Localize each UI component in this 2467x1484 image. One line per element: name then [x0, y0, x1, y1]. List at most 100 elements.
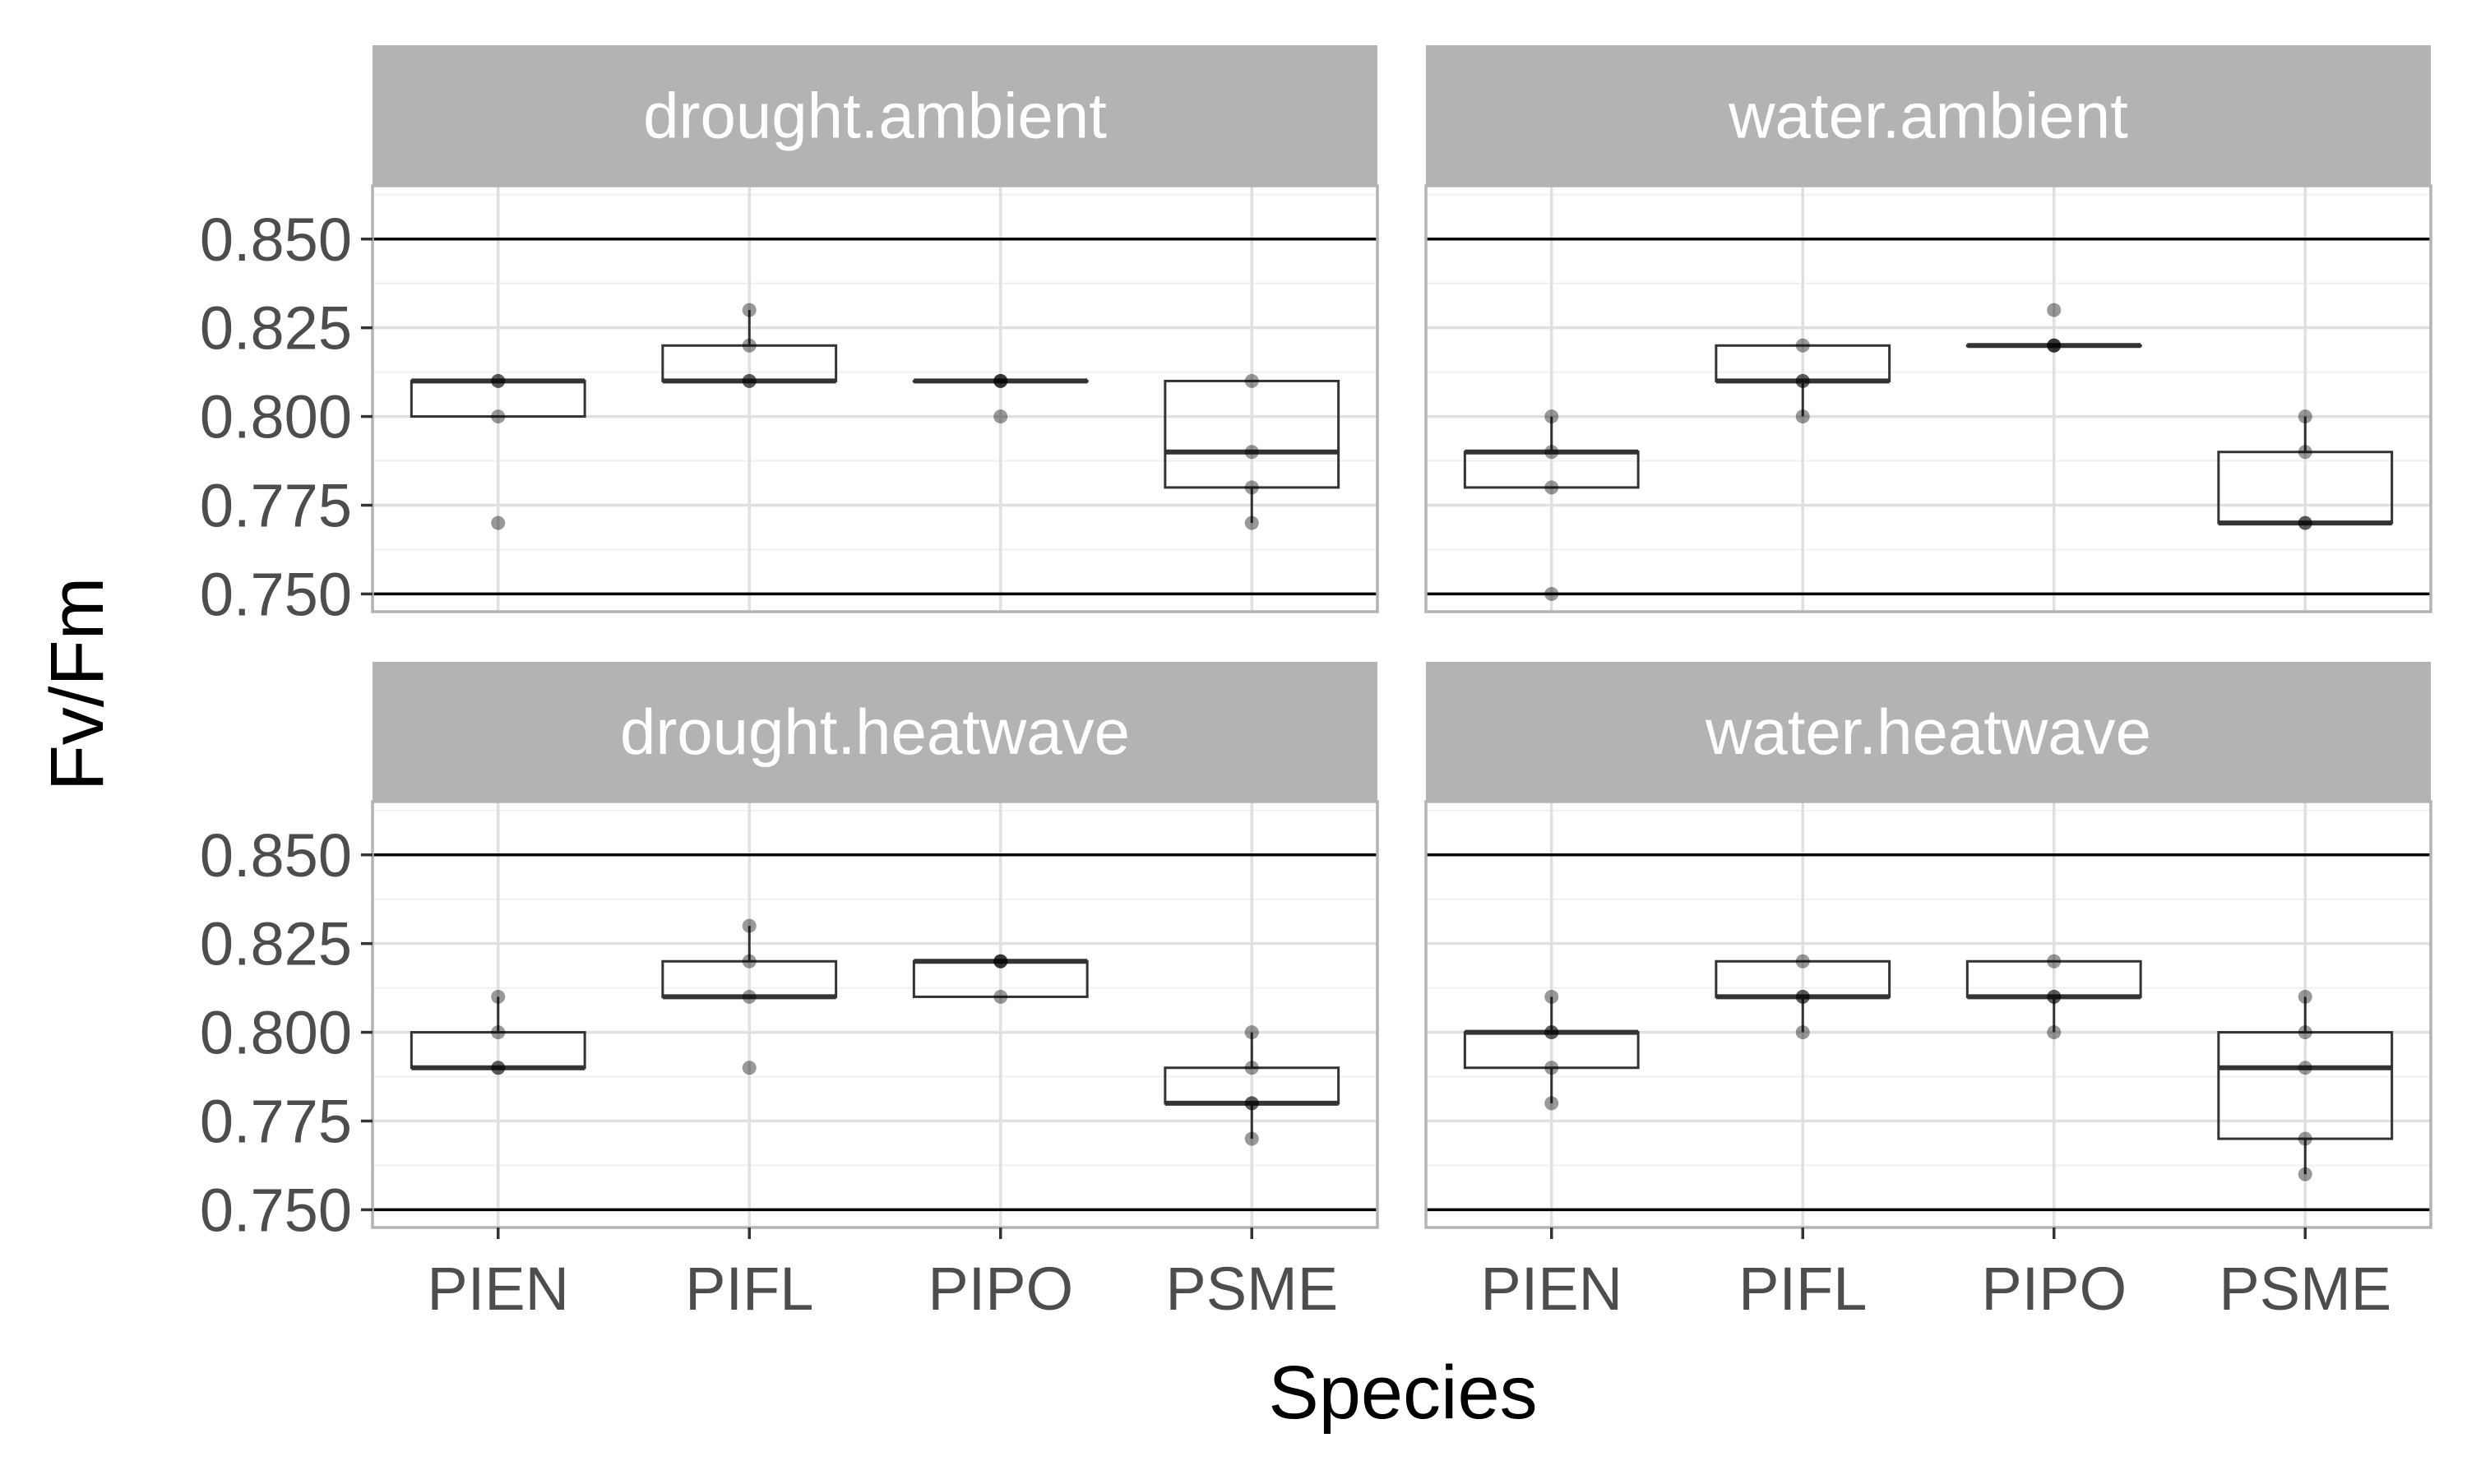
data-point: [1795, 373, 1810, 388]
y-tick-label: 0.775: [200, 1088, 352, 1156]
panel-border: [1424, 184, 2432, 613]
data-point: [491, 989, 506, 1004]
data-point: [742, 373, 757, 388]
box-iqr: [2217, 451, 2394, 525]
facet-strip: [1426, 45, 2431, 186]
y-tick-label: 0.825: [200, 910, 352, 978]
data-point: [2047, 989, 2062, 1004]
data-point: [2047, 303, 2062, 317]
data-point: [491, 409, 506, 424]
box-psme: [1164, 373, 1340, 530]
data-point: [1544, 1061, 1559, 1075]
box-pipo: [1965, 303, 2142, 353]
panel-background: [373, 186, 1377, 612]
facet-panel: water.ambient: [1424, 45, 2432, 613]
data-point: [1795, 989, 1810, 1004]
data-point: [742, 1061, 757, 1075]
data-point: [1244, 373, 1259, 388]
data-point: [1544, 1096, 1559, 1111]
data-point: [491, 515, 506, 530]
data-point: [1795, 409, 1810, 424]
data-point: [2298, 1167, 2312, 1181]
data-point: [742, 338, 757, 353]
data-point: [1244, 445, 1259, 460]
data-point: [1795, 989, 1810, 1004]
data-point: [1244, 1096, 1259, 1111]
data-point: [993, 954, 1008, 969]
data-point: [993, 373, 1008, 388]
x-tick-label: PIFL: [1738, 1255, 1867, 1323]
y-tick-label: 0.800: [200, 999, 352, 1067]
data-point: [1244, 515, 1259, 530]
x-tick-label: PIPO: [928, 1255, 1073, 1323]
data-point: [491, 1061, 506, 1075]
data-point: [2298, 409, 2312, 424]
facet-strip-label: drought.heatwave: [620, 696, 1130, 768]
box-iqr: [1164, 379, 1340, 489]
box-pifl: [661, 918, 838, 1075]
y-tick-label: 0.850: [200, 206, 352, 274]
box-psme: [1164, 1025, 1340, 1146]
data-point: [1544, 445, 1559, 460]
y-tick-label: 0.825: [200, 294, 352, 363]
data-point: [2298, 1061, 2312, 1075]
data-point: [993, 373, 1008, 388]
data-point: [742, 989, 757, 1004]
data-point: [2047, 338, 2062, 353]
data-point: [2298, 1131, 2312, 1146]
data-point: [2047, 1025, 2062, 1040]
panel-border: [371, 184, 1379, 613]
box-pipo: [912, 954, 1089, 1004]
x-tick-label: PIEN: [427, 1255, 569, 1323]
data-point: [491, 373, 506, 388]
data-point: [1544, 586, 1559, 601]
data-point: [1795, 373, 1810, 388]
data-point: [1244, 480, 1259, 495]
box-psme: [2217, 409, 2394, 530]
facet-strip: [1426, 662, 2431, 802]
data-point: [1244, 1061, 1259, 1075]
y-tick-label: 0.750: [200, 560, 352, 628]
data-point: [742, 918, 757, 933]
data-point: [993, 954, 1008, 969]
data-point: [1544, 1025, 1559, 1040]
data-point: [2298, 1025, 2312, 1040]
data-point: [491, 1025, 506, 1040]
data-point: [993, 373, 1008, 388]
panel-border: [1424, 800, 2432, 1229]
panel-border: [371, 800, 1379, 1229]
data-point: [993, 989, 1008, 1004]
data-point: [742, 954, 757, 969]
data-point: [993, 954, 1008, 969]
data-point: [491, 1061, 506, 1075]
facet-strip-label: drought.ambient: [643, 80, 1107, 152]
data-point: [1544, 480, 1559, 495]
data-point: [1244, 1131, 1259, 1146]
box-iqr: [2217, 1031, 2394, 1140]
data-point: [491, 373, 506, 388]
box-pifl: [1715, 338, 1891, 424]
y-tick-label: 0.800: [200, 383, 352, 451]
data-point: [1795, 1025, 1810, 1040]
box-pien: [1463, 989, 1640, 1111]
data-point: [1544, 1025, 1559, 1040]
data-point: [2047, 989, 2062, 1004]
box-pien: [1463, 409, 1640, 601]
panel-background: [373, 802, 1377, 1227]
box-pien: [410, 989, 586, 1075]
facet-panel: drought.ambient 0.750 0.775 0.800 0.825 0.850: [200, 45, 1379, 628]
box-pifl: [1715, 954, 1891, 1040]
data-point: [1795, 338, 1810, 353]
x-tick-label: PIFL: [685, 1255, 813, 1323]
data-point: [742, 303, 757, 317]
panel-background: [1426, 186, 2431, 612]
x-tick-label: PSME: [2219, 1255, 2391, 1323]
facet-panel: water.heatwave PIEN PIFL PIPO PSME: [1424, 662, 2432, 1323]
data-point: [1244, 1096, 1259, 1111]
y-tick-label: 0.750: [200, 1176, 352, 1244]
y-tick-label: 0.775: [200, 472, 352, 540]
data-point: [1795, 954, 1810, 969]
data-point: [2047, 954, 2062, 969]
data-point: [2298, 515, 2312, 530]
